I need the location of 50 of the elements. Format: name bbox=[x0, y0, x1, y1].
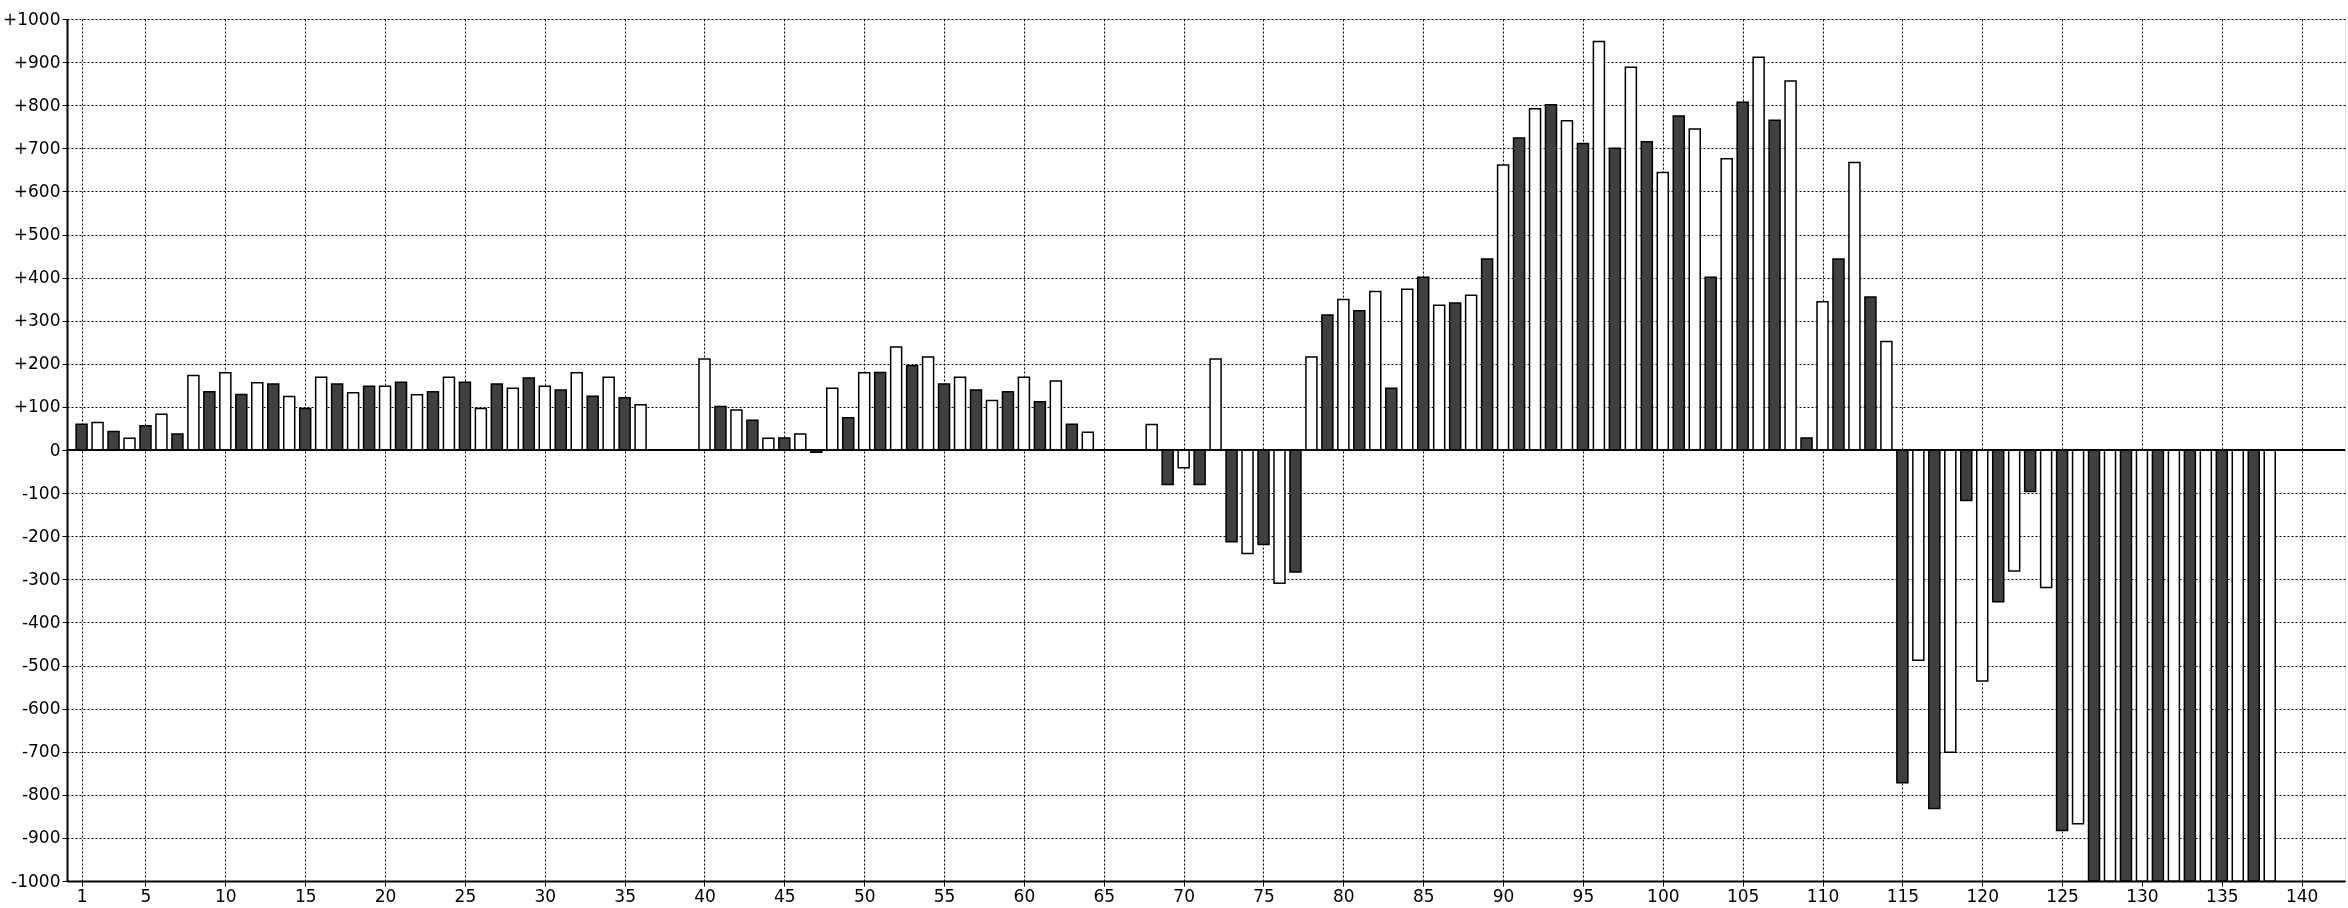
x-tick-label: 110 bbox=[1806, 885, 1840, 906]
x-tick-label: 115 bbox=[1886, 885, 1920, 906]
x-tick-label: 5 bbox=[140, 885, 152, 906]
y-tick-label: +500 bbox=[13, 224, 61, 244]
x-tick-label: 40 bbox=[694, 885, 716, 906]
y-tick-label: +900 bbox=[13, 51, 61, 72]
x-tick-label: 125 bbox=[2046, 885, 2079, 906]
y-tick-label: +1000 bbox=[2, 8, 61, 29]
x-tick-label: 10 bbox=[215, 885, 237, 906]
y-tick-label: 0 bbox=[49, 439, 61, 460]
y-tick-label: -200 bbox=[21, 525, 61, 546]
x-tick-label: 90 bbox=[1492, 885, 1515, 906]
y-tick-label: +600 bbox=[13, 180, 61, 201]
x-tick-label: 80 bbox=[1333, 885, 1355, 906]
x-tick-label: 60 bbox=[1013, 885, 1036, 906]
x-tick-label: 85 bbox=[1412, 885, 1435, 906]
y-tick-label: -300 bbox=[21, 568, 61, 589]
x-tick-label: 20 bbox=[374, 885, 397, 906]
y-tick-label: +300 bbox=[13, 310, 61, 331]
x-tick-label: 140 bbox=[2285, 885, 2319, 906]
y-tick-label: -800 bbox=[21, 784, 61, 805]
x-tick-label: 65 bbox=[1093, 885, 1116, 906]
x-tick-label: 120 bbox=[1966, 885, 1999, 906]
y-tick-label: +800 bbox=[13, 94, 61, 115]
x-tick-label: 15 bbox=[294, 885, 317, 906]
y-tick-label: +700 bbox=[13, 137, 61, 158]
y-tick-label: -500 bbox=[21, 655, 61, 675]
y-tick-label: +400 bbox=[13, 267, 61, 288]
x-tick-label: 35 bbox=[614, 885, 636, 906]
x-tick-label: 1 bbox=[76, 885, 88, 906]
y-tick-label: -700 bbox=[21, 741, 61, 762]
x-tick-label: 70 bbox=[1173, 885, 1195, 906]
y-tick-label: -900 bbox=[21, 827, 61, 848]
x-tick-label: 75 bbox=[1253, 885, 1275, 906]
x-tick-label: 105 bbox=[1726, 885, 1760, 906]
x-tick-label: 30 bbox=[534, 885, 557, 906]
y-tick-label: -400 bbox=[21, 611, 61, 632]
x-tick-label: 55 bbox=[933, 885, 956, 906]
y-tick-label: +200 bbox=[13, 353, 61, 374]
y-tick-label: -1000 bbox=[11, 870, 61, 891]
x-tick-label: 50 bbox=[853, 885, 876, 906]
x-tick-label: 135 bbox=[2206, 885, 2239, 906]
x-tick-label: 95 bbox=[1572, 885, 1595, 906]
x-tick-label: 130 bbox=[2126, 885, 2159, 906]
y-tick-label: -100 bbox=[21, 482, 61, 503]
x-tick-label: 100 bbox=[1647, 885, 1680, 906]
x-tick-label: 45 bbox=[774, 885, 796, 906]
y-tick-label: -600 bbox=[21, 698, 61, 719]
x-tick-label: 25 bbox=[454, 885, 477, 906]
y-tick-label: +100 bbox=[13, 396, 61, 417]
